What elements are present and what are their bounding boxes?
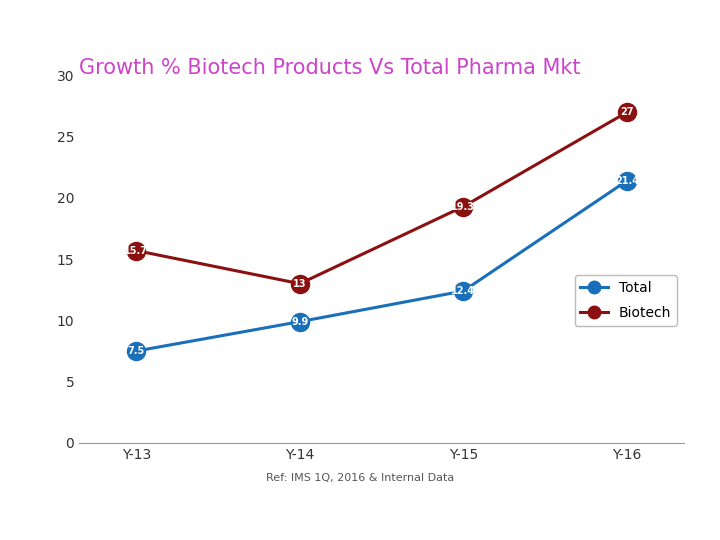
Legend: Total, Biotech: Total, Biotech — [575, 275, 677, 326]
Text: 27: 27 — [620, 107, 634, 117]
Text: 13: 13 — [293, 279, 307, 289]
Text: Ref: IMS 1Q, 2016 & Internal Data: Ref: IMS 1Q, 2016 & Internal Data — [266, 473, 454, 483]
Text: 9.9: 9.9 — [292, 316, 308, 327]
Text: 7.5: 7.5 — [127, 346, 145, 356]
Text: 12.4: 12.4 — [451, 286, 475, 296]
Text: 15.7: 15.7 — [125, 246, 148, 255]
Text: Growth % Biotech Products Vs Total Pharma Mkt: Growth % Biotech Products Vs Total Pharm… — [79, 57, 581, 78]
Text: 19.3: 19.3 — [451, 201, 475, 212]
Text: 21.4: 21.4 — [615, 176, 639, 186]
